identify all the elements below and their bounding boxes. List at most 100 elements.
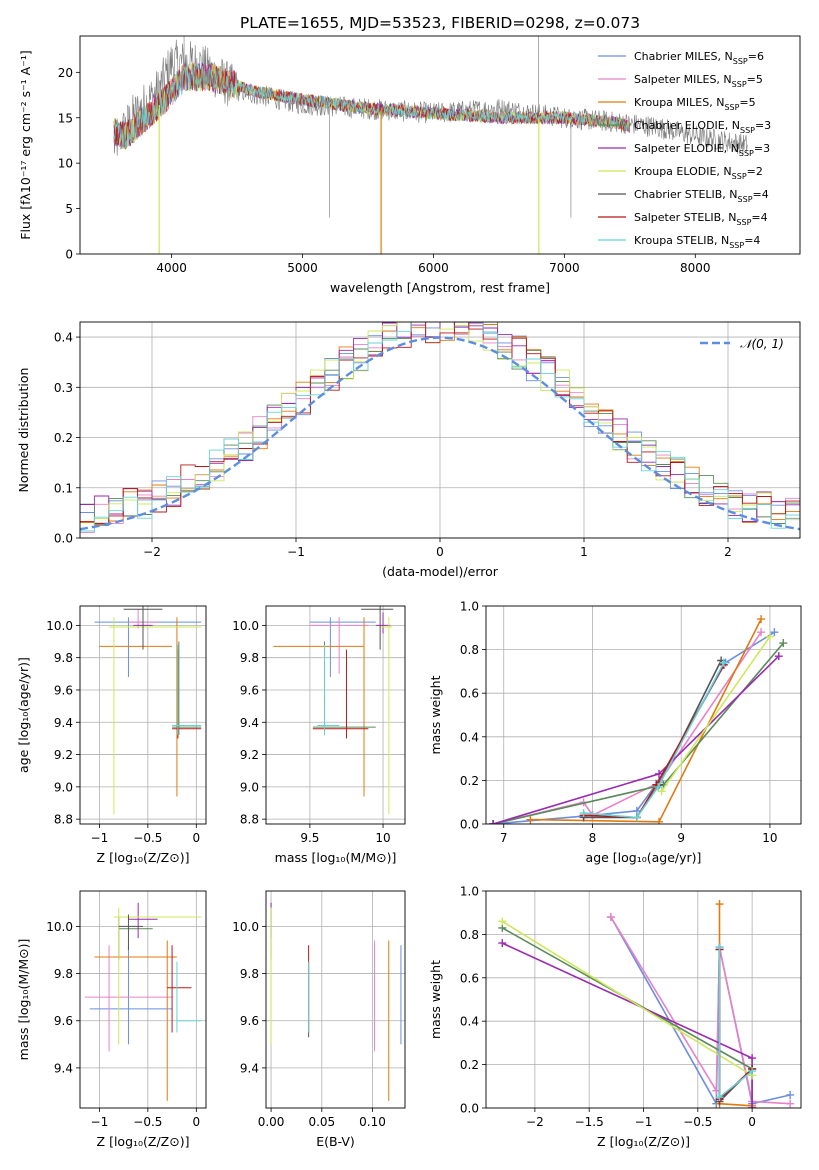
y-tick-label: 9.8 [240, 651, 259, 665]
x-tick-label: 2 [724, 545, 732, 559]
weight-series-line [492, 655, 780, 824]
axes-frame [265, 605, 406, 825]
weight-point-marker [654, 782, 663, 791]
axes-frame [485, 890, 802, 1109]
y-tick-label: 0.6 [460, 971, 479, 985]
weight-point-marker [770, 628, 779, 637]
y-tick-label: 9.4 [240, 1061, 259, 1075]
x-tick-label: 8000 [680, 261, 711, 275]
y-tick-label: 9.0 [54, 780, 73, 794]
x-axis-label: Z [log₁₀(Z/Z⊙)] [97, 1134, 190, 1149]
x-axis-label: E(B-V) [316, 1134, 355, 1149]
y-tick-label: 9.8 [240, 967, 259, 981]
x-tick-label: 7000 [549, 261, 580, 275]
y-tick-label: 8.8 [54, 813, 73, 827]
y-tick-label: 1.0 [460, 885, 479, 899]
y-tick-label: 10 [58, 157, 73, 171]
axes-frame [265, 890, 406, 1109]
weight-point-marker [715, 943, 724, 952]
y-tick-label: 10.0 [232, 920, 259, 934]
x-tick-label: 0 [436, 545, 444, 559]
plot-area [80, 891, 206, 1108]
y-tick-label: 0.8 [460, 928, 479, 942]
panel-weight-vs-z: −2 −1.5 −1 −0.5 0 0.0 0.2 0.4 0.6 0.8 1.0 Z [log₁₀(… [428, 885, 802, 1149]
y-tick-label: 0.0 [460, 818, 479, 832]
legend-label: Salpeter ELODIE, NSSP=3 [634, 142, 770, 158]
y-tick-label: 9.8 [54, 967, 73, 981]
axes-frame [485, 605, 802, 825]
spectrum-model-line [113, 62, 630, 149]
x-tick-label: 9.5 [300, 831, 319, 845]
y-tick-label: 15 [58, 111, 73, 125]
weight-point-marker [606, 913, 615, 922]
legend-label: Chabrier MILES, NSSP=6 [634, 50, 764, 66]
y-axis-label: age [log₁₀(age/yr)] [16, 657, 31, 773]
y-tick-label: 9.8 [54, 651, 73, 665]
y-tick-label: 0.6 [460, 687, 479, 701]
y-tick-label: 0.4 [460, 1015, 479, 1029]
weight-point-marker [748, 1104, 757, 1108]
x-axis-label: wavelength [Angstrom, rest frame] [330, 280, 550, 295]
weight-point-marker [655, 817, 664, 824]
y-axis-label: mass weight [428, 960, 443, 1039]
plot-area [266, 606, 405, 824]
panel-spectrum: 4000 5000 6000 7000 8000 0 5 10 15 20 wavelength [… [18, 35, 801, 295]
x-tick-label: −2 [526, 1115, 544, 1129]
x-tick-label: −0.5 [683, 1115, 712, 1129]
weight-point-marker [757, 628, 766, 637]
legend: Chabrier MILES, NSSP=6 Salpeter MILES, NS… [598, 50, 771, 250]
plot-area [486, 891, 801, 1108]
legend-label: Kroupa STELIB, NSSP=4 [634, 234, 760, 250]
y-tick-label: 0.2 [460, 1058, 479, 1072]
x-tick-label: 7 [500, 831, 508, 845]
plot-area [113, 36, 748, 254]
y-tick-label: 20 [58, 66, 73, 80]
panel-age-vs-mass: 9.5 10 8.8 9.0 9.2 9.4 9.6 9.8 10.0 mass [log₁₀(M… [232, 605, 406, 865]
x-tick-label: 1 [580, 545, 588, 559]
plot-area [80, 606, 206, 824]
weight-series-line [610, 916, 791, 1107]
y-axis-label: mass weight [428, 675, 443, 754]
x-tick-label: 0.00 [258, 1115, 285, 1129]
x-tick-label: 8 [589, 831, 597, 845]
x-axis-label: Z [log₁₀(Z/Z⊙)] [597, 1134, 690, 1149]
x-axis-label: age [log₁₀(age/yr)] [586, 850, 702, 865]
panel-mass-vs-ebv: 0.00 0.05 0.10 9.4 9.6 9.8 10.0 E(B-V) [232, 890, 406, 1149]
normal-reference-line [80, 336, 800, 531]
x-tick-label: −0.5 [133, 831, 162, 845]
plot-area [266, 891, 405, 1108]
panel-age-vs-z: −1 −0.5 0 8.8 9.0 9.2 9.4 9.6 9.8 10.0 Z [log₁₀(Z/… [16, 605, 207, 865]
x-tick-label: 0.05 [308, 1115, 335, 1129]
y-tick-label: 0.3 [54, 381, 73, 395]
y-tick-label: 0.4 [460, 730, 479, 744]
x-tick-label: 0.10 [359, 1115, 386, 1129]
x-tick-label: −1 [91, 1115, 109, 1129]
weight-series-line [493, 631, 775, 824]
legend-label: Salpeter STELIB, NSSP=4 [634, 211, 768, 227]
y-tick-label: 0.1 [54, 481, 73, 495]
weight-point-marker [715, 1093, 724, 1102]
x-axis-label: (data-model)/error [382, 564, 499, 579]
y-tick-label: 0.8 [460, 643, 479, 657]
x-tick-label: 0 [192, 831, 200, 845]
legend-label: Salpeter MILES, NSSP=5 [634, 73, 763, 89]
x-tick-label: 9 [677, 831, 685, 845]
histogram-series [80, 322, 800, 538]
x-tick-label: 10 [762, 831, 777, 845]
y-tick-label: 9.4 [54, 1061, 73, 1075]
y-tick-label: 0.0 [460, 1102, 479, 1116]
axes-frame [79, 605, 207, 825]
panel-mass-vs-z: −1 −0.5 0 9.4 9.6 9.8 10.0 Z [log₁₀(Z/Z⊙)] mass … [16, 890, 207, 1149]
weight-point-marker [765, 632, 774, 641]
y-tick-label: 1.0 [460, 600, 479, 614]
plot-area [486, 606, 801, 824]
weight-point-marker [779, 639, 788, 648]
legend-label: Chabrier ELODIE, NSSP=3 [634, 119, 771, 135]
y-tick-label: 9.6 [240, 1014, 259, 1028]
y-axis-label: Flux [fλ10⁻¹⁷ erg cm⁻² s⁻¹ A⁻¹] [18, 50, 33, 239]
weight-point-marker [748, 1067, 757, 1076]
weight-series-line [583, 662, 725, 819]
x-tick-label: −1 [635, 1115, 653, 1129]
x-axis-label: mass [log₁₀(M/M⊙)] [275, 850, 397, 865]
